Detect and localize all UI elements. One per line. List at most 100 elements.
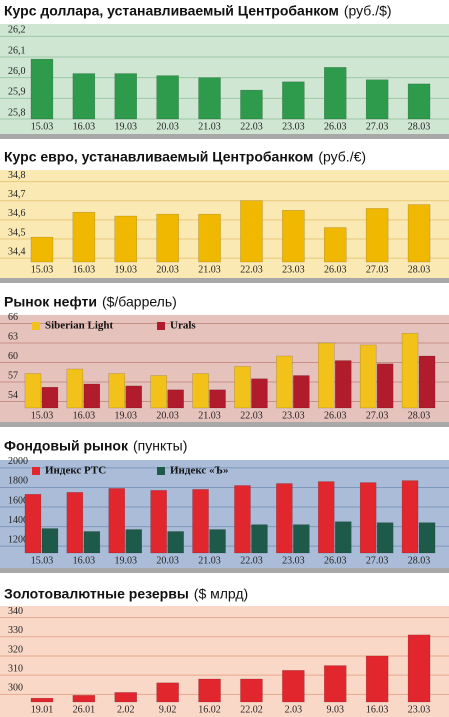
bar <box>125 529 142 554</box>
x-tick-label: 19.01 <box>31 704 54 715</box>
separator <box>0 134 449 139</box>
x-tick-label: 2.03 <box>285 704 303 715</box>
bar <box>83 383 101 409</box>
x-tick-label: 9.02 <box>159 704 177 715</box>
x-tick-label: 28.03 <box>408 555 431 566</box>
bar <box>198 77 221 120</box>
bar <box>41 528 59 554</box>
bar <box>407 204 431 263</box>
x-tick-label: 27.03 <box>366 121 389 132</box>
chart-title: Курс доллара, устанавливаемый Центробанк… <box>4 3 339 19</box>
legend-swatch <box>157 322 165 330</box>
bar <box>401 333 419 409</box>
x-tick-label: 15.03 <box>31 264 54 275</box>
legend-swatch <box>32 467 40 475</box>
bar <box>359 344 377 409</box>
y-tick-label: 26,0 <box>8 66 26 77</box>
x-tick-label: 19.03 <box>115 264 138 275</box>
y-tick-label: 330 <box>8 625 23 636</box>
bar <box>114 215 137 263</box>
bar <box>72 211 96 263</box>
x-tick-label: 22.02 <box>240 704 263 715</box>
x-tick-label: 15.03 <box>31 410 54 421</box>
bar <box>293 375 310 409</box>
chart-subtitle: (руб./€) <box>318 149 366 165</box>
y-tick-label: 1200 <box>8 534 28 545</box>
x-tick-label: 19.03 <box>115 410 138 421</box>
bar <box>30 697 54 703</box>
legend-label: Urals <box>170 320 196 332</box>
y-tick-label: 54 <box>8 390 18 401</box>
x-tick-label: 19.03 <box>115 121 138 132</box>
bar <box>167 531 184 554</box>
y-tick-label: 25,8 <box>8 107 26 118</box>
bar <box>376 363 394 409</box>
bar <box>234 485 251 554</box>
y-tick-label: 320 <box>8 644 23 655</box>
x-tick-label: 21.03 <box>198 264 221 275</box>
x-tick-label: 26.03 <box>324 410 347 421</box>
bar <box>251 378 268 409</box>
bar <box>282 81 305 120</box>
bar <box>418 522 436 554</box>
x-tick-label: 2.02 <box>117 704 135 715</box>
x-tick-label: 9.03 <box>327 704 345 715</box>
y-tick-label: 1400 <box>8 515 28 526</box>
bar <box>365 655 389 703</box>
separator <box>0 568 449 573</box>
bar <box>365 79 389 120</box>
bar <box>240 89 263 120</box>
bar <box>30 58 54 120</box>
chart-subtitle: (руб./$) <box>344 3 392 19</box>
bar <box>240 678 263 703</box>
x-tick-label: 20.03 <box>156 410 179 421</box>
x-tick-label: 27.03 <box>366 264 389 275</box>
x-tick-label: 26.01 <box>73 704 96 715</box>
bar <box>401 480 419 554</box>
bar <box>324 665 347 703</box>
bar <box>125 385 142 409</box>
x-tick-label: 16.03 <box>73 121 96 132</box>
x-tick-label: 16.03 <box>73 264 96 275</box>
bar <box>335 360 352 409</box>
legend-label: Siberian Light <box>45 320 113 332</box>
bar <box>114 692 137 703</box>
bar <box>276 483 293 554</box>
bar <box>72 695 96 703</box>
y-tick-label: 300 <box>8 683 23 694</box>
x-tick-label: 23.03 <box>282 264 305 275</box>
x-tick-label: 27.03 <box>366 555 389 566</box>
bar <box>66 492 84 554</box>
bar <box>24 494 42 554</box>
bar <box>318 481 335 554</box>
legend-label: Индекс РТС <box>45 465 106 477</box>
x-tick-label: 16.03 <box>73 555 96 566</box>
bar <box>156 213 179 263</box>
bar <box>418 355 436 409</box>
bar <box>359 482 377 554</box>
bar <box>41 386 59 409</box>
y-tick-label: 26,1 <box>8 45 26 56</box>
bar <box>234 366 251 409</box>
x-tick-label: 19.03 <box>115 555 138 566</box>
bar <box>407 634 431 703</box>
legend-swatch <box>157 467 165 475</box>
chart-title: Рынок нефти <box>4 294 97 310</box>
bar <box>30 236 54 263</box>
y-tick-label: 34,5 <box>8 227 26 238</box>
y-tick-label: 63 <box>8 331 18 342</box>
x-tick-label: 20.03 <box>156 555 179 566</box>
x-tick-label: 26.03 <box>324 555 347 566</box>
chart-title: Золотовалютные резервы <box>4 586 189 602</box>
bar <box>251 524 268 554</box>
y-tick-label: 34,6 <box>8 208 26 219</box>
x-tick-label: 21.03 <box>198 555 221 566</box>
bar <box>276 355 293 409</box>
x-tick-label: 20.03 <box>156 264 179 275</box>
bar <box>407 83 431 120</box>
bar <box>66 368 84 409</box>
chart-title: Фондовый рынок <box>4 438 129 454</box>
bar <box>240 200 263 263</box>
x-tick-label: 21.03 <box>198 410 221 421</box>
